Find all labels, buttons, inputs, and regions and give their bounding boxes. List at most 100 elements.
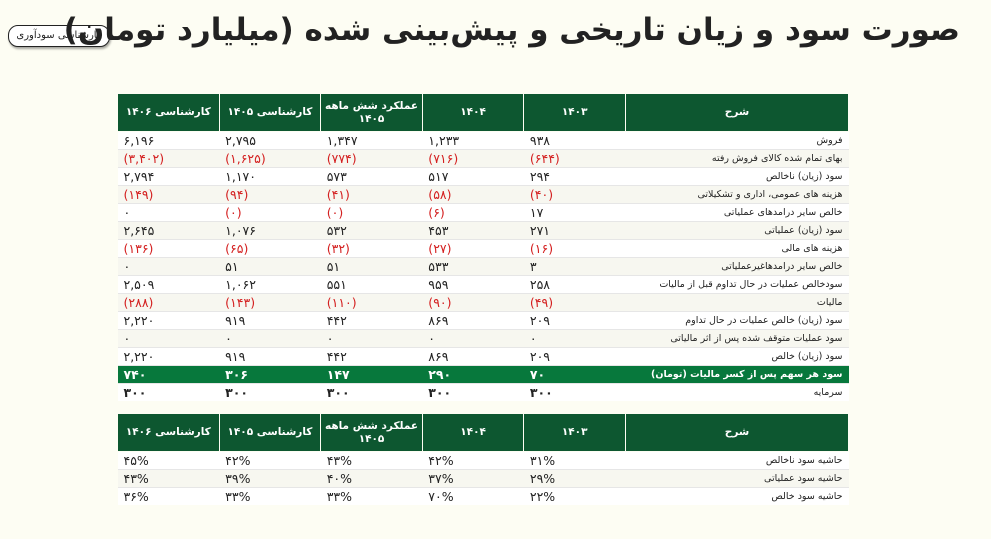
- table-row: سود (زیان) عملیاتی ۲۷۱ ۴۵۳ ۵۳۲ ۱,۰۷۶ ۲,۶۴۵: [117, 221, 849, 240]
- value-cell: ۴۵۳: [422, 221, 524, 240]
- row-label: حاشیه سود خالص: [625, 487, 849, 505]
- value-cell: ۳۰۰: [523, 383, 626, 401]
- value-cell: ۳۳%: [320, 487, 423, 505]
- value-cell: ۷۰: [523, 365, 626, 384]
- value-cell: ۹۳۸: [523, 131, 626, 150]
- value-cell: ۲۰۹: [523, 347, 626, 366]
- value-cell: ۴۳%: [320, 451, 423, 470]
- value-cell: ۲۵۸: [523, 275, 626, 294]
- row-label: سود (زیان) خالص: [625, 347, 849, 366]
- value-cell: (۳۲): [320, 239, 423, 258]
- value-cell: ۲,۵۰۹: [117, 275, 220, 294]
- column-header: عملکرد شش ماهه ۱۴۰۵: [320, 93, 423, 132]
- table-row: فروش ۹۳۸ ۱,۲۳۳ ۱,۳۴۷ ۲,۷۹۵ ۶,۱۹۶: [117, 131, 849, 150]
- value-cell: ۴۲%: [219, 451, 321, 470]
- margin-row: حاشیه سود خالص ۲۲% ۷۰% ۳۳% ۳۳% ۳۶%: [117, 487, 849, 505]
- value-cell: ۴۳%: [117, 469, 220, 488]
- table-row: خالص سایر درامدهای عملیاتی ۱۷ (۶) (۰) (۰) ۰: [117, 203, 849, 222]
- value-cell: ۲,۲۲۰: [117, 347, 220, 366]
- value-cell: ۲۰۹: [523, 311, 626, 330]
- margin-row: حاشیه سود ناخالص ۳۱% ۴۲% ۴۳% ۴۲% ۴۵%: [117, 451, 849, 470]
- value-cell: ۴۲%: [422, 451, 524, 470]
- value-cell: ۱۴۷: [320, 365, 423, 384]
- value-cell: ۳: [523, 257, 626, 276]
- table-row: مالیات (۴۹) (۹۰) (۱۱۰) (۱۴۳) (۲۸۸): [117, 293, 849, 312]
- value-cell: ۴۵%: [117, 451, 220, 470]
- value-cell: ۳۰۰: [117, 383, 220, 401]
- value-cell: (۰): [219, 203, 321, 222]
- value-cell: ۴۰%: [320, 469, 423, 488]
- column-header: ۱۴۰۳: [523, 413, 626, 452]
- table-row: سودخالص عملیات در حال تداوم قبل از مالیا…: [117, 275, 849, 294]
- value-cell: ۸۶۹: [422, 347, 524, 366]
- row-label: بهای تمام شده کالای فروش رفته: [625, 149, 849, 168]
- value-cell: ۵۱۷: [422, 167, 524, 186]
- value-cell: ۹۱۹: [219, 347, 321, 366]
- table-row: سود عملیات متوقف شده پس از اثر مالیاتی ۰ ۰…: [117, 329, 849, 348]
- value-cell: (۹۴): [219, 185, 321, 204]
- value-cell: ۵۳۳: [422, 257, 524, 276]
- row-label: حاشیه سود ناخالص: [625, 451, 849, 470]
- value-cell: ۵۵۱: [320, 275, 423, 294]
- table-row: بهای تمام شده کالای فروش رفته (۶۴۴) (۷۱۶)(…: [117, 149, 849, 168]
- row-label: سود عملیات متوقف شده پس از اثر مالیاتی: [625, 329, 849, 348]
- value-cell: (۴۹): [523, 293, 626, 312]
- row-label: فروش: [625, 131, 849, 150]
- value-cell: ۷۴۰: [117, 365, 220, 384]
- page-title: صورت سود و زیان تاریخی و پیش‌بینی شده (م…: [63, 12, 961, 48]
- value-cell: (۱۶): [523, 239, 626, 258]
- value-cell: ۱,۰۷۶: [219, 221, 321, 240]
- value-cell: ۶,۱۹۶: [117, 131, 220, 150]
- column-header: عملکرد شش ماهه ۱۴۰۵: [320, 413, 423, 452]
- value-cell: ۳۰۰: [219, 383, 321, 401]
- income-statement-table: شرح ۱۴۰۳ ۱۴۰۴ عملکرد شش ماهه ۱۴۰۵ کارشناسی ۱…: [117, 93, 850, 401]
- value-cell: ۳۱%: [523, 451, 626, 470]
- value-cell: (۱۳۶): [117, 239, 220, 258]
- value-cell: (۶۴۴): [523, 149, 626, 168]
- column-header: ۱۴۰۳: [523, 93, 626, 132]
- value-cell: (۱,۶۲۵): [219, 149, 321, 168]
- value-cell: ۰: [320, 329, 423, 348]
- table-row: خالص سایر درامدهاغیرعملیاتی ۳ ۵۳۳ ۵۱ ۵۱ ۰: [117, 257, 849, 276]
- table-row: هزینه های عمومی، اداری و تشکیلاتی (۴۰) (۵۸…: [117, 185, 849, 204]
- profitability-badge[interactable]: کارشناسی سودآوری: [8, 25, 110, 47]
- value-cell: ۲۹۰: [422, 365, 524, 384]
- value-cell: (۴۱): [320, 185, 423, 204]
- value-cell: ۳۰۰: [320, 383, 423, 401]
- value-cell: (۱۱۰): [320, 293, 423, 312]
- value-cell: ۷۰%: [422, 487, 524, 505]
- table-row: سود (زیان) خالص ۲۰۹ ۸۶۹ ۴۴۲ ۹۱۹ ۲,۲۲۰: [117, 347, 849, 366]
- value-cell: (۵۸): [422, 185, 524, 204]
- margins-table: شرح ۱۴۰۳ ۱۴۰۴ عملکرد شش ماهه ۱۴۰۵ کارشناسی ۱…: [117, 413, 850, 505]
- value-cell: ۹۵۹: [422, 275, 524, 294]
- column-header: کارشناسی ۱۴۰۵: [218, 413, 322, 452]
- value-cell: ۲۹%: [523, 469, 626, 488]
- value-cell: ۲,۲۲۰: [117, 311, 220, 330]
- row-label: سودخالص عملیات در حال تداوم قبل از مالیا…: [625, 275, 849, 294]
- row-label: هزینه های مالی: [625, 239, 849, 258]
- row-label: سود (زیان) خالص عملیات در حال تداوم: [625, 311, 849, 330]
- value-cell: ۳۹%: [219, 469, 321, 488]
- row-label: سود هر سهم پس از کسر مالیات (تومان): [625, 365, 849, 384]
- value-cell: ۵۷۳: [320, 167, 423, 186]
- margin-row: حاشیه سود عملیاتی ۲۹% ۳۷% ۴۰% ۳۹% ۴۳%: [117, 469, 849, 488]
- row-label: سود (زیان) ناخالص: [625, 167, 849, 186]
- row-label: حاشیه سود عملیاتی: [625, 469, 849, 488]
- column-header: شرح: [624, 93, 850, 132]
- value-cell: ۰: [523, 329, 626, 348]
- value-cell: ۱,۳۴۷: [320, 131, 423, 150]
- value-cell: ۰: [117, 257, 220, 276]
- value-cell: ۱,۱۷۰: [219, 167, 321, 186]
- value-cell: (۱۴۳): [219, 293, 321, 312]
- value-cell: ۳۰۶: [219, 365, 321, 384]
- value-cell: (۶): [422, 203, 524, 222]
- row-label: خالص سایر درامدهای عملیاتی: [625, 203, 849, 222]
- value-cell: (۹۰): [422, 293, 524, 312]
- table-row: سود هر سهم پس از کسر مالیات (تومان) ۷۰ ۲۹۰…: [117, 365, 849, 384]
- value-cell: (۲۸۸): [117, 293, 220, 312]
- row-label: سود (زیان) عملیاتی: [625, 221, 849, 240]
- value-cell: ۳۶%: [117, 487, 220, 505]
- value-cell: ۸۶۹: [422, 311, 524, 330]
- value-cell: (۷۷۴): [320, 149, 423, 168]
- value-cell: ۱,۲۳۳: [422, 131, 524, 150]
